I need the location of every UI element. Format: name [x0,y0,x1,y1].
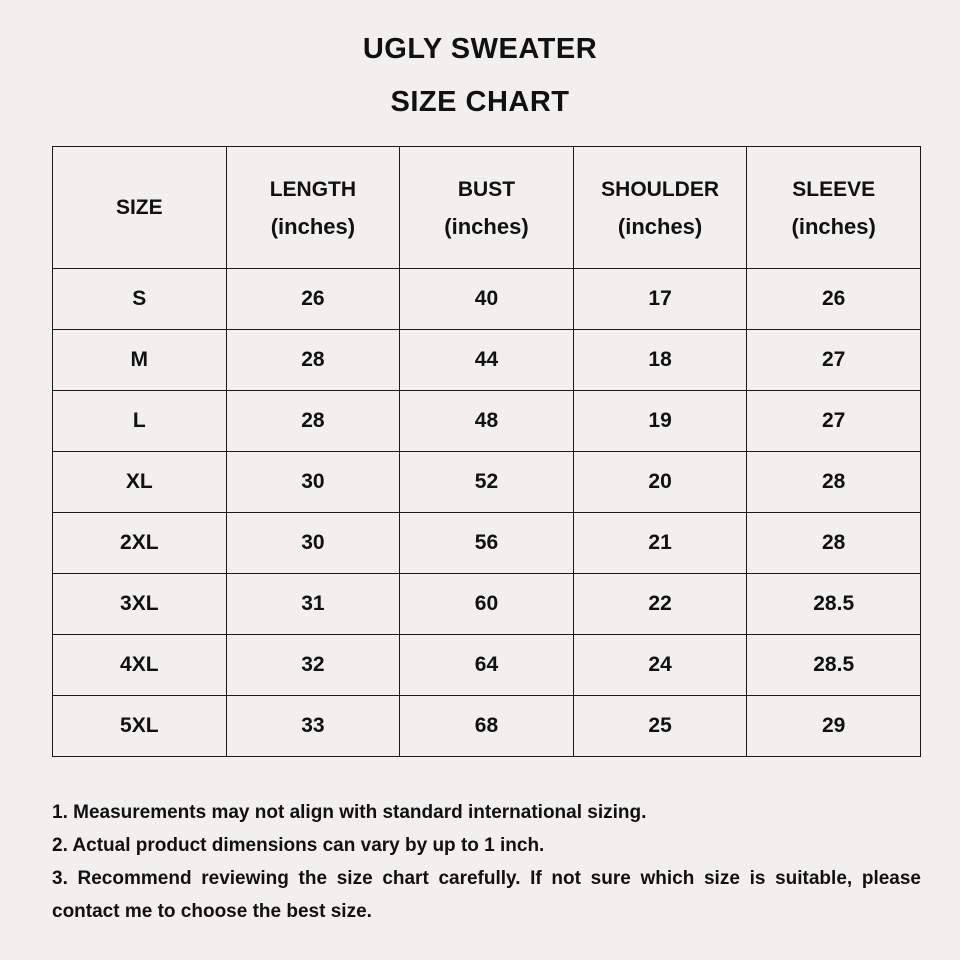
table-row: 4XL 32 64 24 28.5 [52,634,921,696]
table-row: S 26 40 17 26 [52,268,921,330]
measurement-cell: 52 [399,451,574,513]
measurement-cell: 21 [572,512,748,574]
column-header: SLEEVE (inches) [746,146,921,269]
measurement-cell: 68 [399,695,574,757]
column-header: SIZE [52,146,227,269]
column-header-name: SIZE [115,196,163,219]
size-cell: 5XL [52,695,227,757]
table-row: L 28 48 19 27 [52,390,921,452]
size-cell: 2XL [52,512,227,574]
measurement-cell: 48 [399,390,574,452]
measurement-cell: 26 [746,268,921,330]
measurement-cell: 28.5 [746,573,921,635]
column-header-unit: (inches) [444,213,529,239]
measurement-cell: 28 [225,390,401,452]
header-row: SIZE LENGTH (inches) BUST (inches) SHOULDER (i… [52,146,921,269]
measurement-cell: 64 [399,634,574,696]
measurement-cell: 18 [572,329,748,391]
measurement-cell: 44 [399,329,574,391]
measurement-cell: 40 [399,268,574,330]
size-cell: 4XL [52,634,227,696]
table-row: 3XL 31 60 22 28.5 [52,573,921,635]
note-1: 1. Measurements may not align with stand… [52,802,647,823]
size-chart-table: SIZE LENGTH (inches) BUST (inches) SHOULDER (i… [52,146,921,757]
measurement-cell: 28 [746,512,921,574]
measurement-cell: 20 [572,451,748,513]
measurement-cell: 32 [225,634,401,696]
size-cell: S [52,268,227,330]
table-row: XL 30 52 20 28 [52,451,921,513]
measurement-cell: 27 [746,390,921,452]
size-cell: 3XL [52,573,227,635]
measurement-cell: 17 [572,268,748,330]
measurement-cell: 22 [572,573,748,635]
column-header-unit: (inches) [617,213,703,239]
measurement-cell: 30 [225,512,401,574]
measurement-cell: 33 [225,695,401,757]
table-row: M 28 44 18 27 [52,329,921,391]
measurement-cell: 28 [746,451,921,513]
column-header-name: BUST [457,177,516,201]
measurement-cell: 28 [225,329,401,391]
column-header: LENGTH (inches) [225,146,401,269]
column-header: BUST (inches) [399,146,574,269]
measurement-cell: 56 [399,512,574,574]
measurement-cell: 29 [746,695,921,757]
measurement-cell: 26 [225,268,401,330]
measurement-cell: 24 [572,634,748,696]
size-cell: L [52,390,227,452]
column-header-name: SLEEVE [792,177,876,201]
column-header-name: SHOULDER [601,177,719,201]
column-header: SHOULDER (inches) [572,146,748,269]
measurement-cell: 27 [746,329,921,391]
size-cell: XL [52,451,227,513]
measurement-cell: 60 [399,573,574,635]
notes: 1. Measurements may not align with stand… [52,796,921,928]
column-header-name: LENGTH [269,177,357,201]
column-header-unit: (inches) [270,213,356,239]
column-header-unit: (inches) [791,213,876,239]
title-line-2: SIZE CHART [390,86,570,118]
measurement-cell: 19 [572,390,748,452]
title-line-1: UGLY SWEATER [362,33,598,65]
note-3: 3. Recommend reviewing the size chart ca… [52,868,921,922]
table-row: 5XL 33 68 25 29 [52,695,921,757]
table-row: 2XL 30 56 21 28 [52,512,921,574]
measurement-cell: 30 [225,451,401,513]
size-cell: M [52,329,227,391]
measurement-cell: 28.5 [746,634,921,696]
measurement-cell: 25 [572,695,748,757]
measurement-cell: 31 [225,573,401,635]
note-2: 2. Actual product dimensions can vary by… [52,835,545,856]
